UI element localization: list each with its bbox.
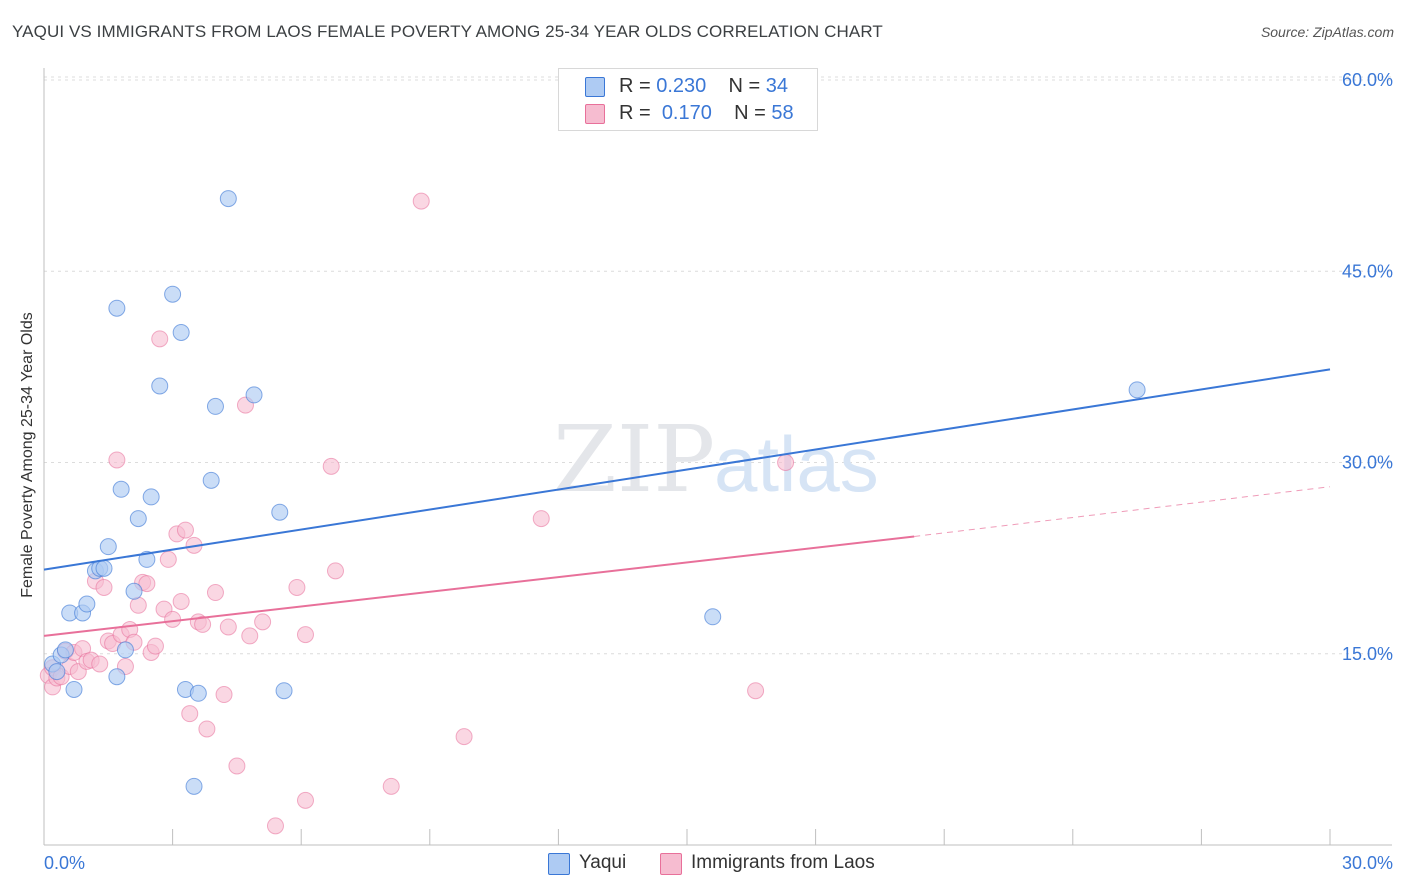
y-axis-label: Female Poverty Among 25-34 Year Olds: [19, 312, 36, 598]
legend-label-laos: Immigrants from Laos: [691, 852, 875, 873]
point-laos: [455, 728, 473, 746]
point-yaqui: [95, 559, 113, 577]
point-laos: [254, 613, 272, 631]
trendline-yaqui: [43, 368, 1331, 571]
point-yaqui: [125, 582, 143, 600]
legend-n-value: 34: [765, 75, 789, 97]
point-yaqui: [1128, 381, 1146, 399]
point-yaqui: [172, 323, 190, 341]
point-yaqui: [164, 285, 182, 303]
point-laos: [296, 626, 314, 644]
point-yaqui: [129, 510, 147, 528]
point-laos: [146, 637, 164, 655]
point-laos: [532, 510, 550, 528]
trendline-laos-projection: [914, 486, 1331, 537]
point-laos: [159, 550, 177, 568]
point-laos: [382, 777, 400, 795]
point-laos: [151, 330, 169, 348]
watermark: ZIP atlas: [553, 406, 879, 513]
y-tick-label: 30.0%: [1342, 453, 1393, 473]
point-yaqui: [142, 488, 160, 506]
point-yaqui: [48, 663, 66, 681]
point-laos: [219, 618, 237, 636]
point-yaqui: [219, 190, 237, 208]
point-yaqui: [78, 595, 96, 613]
legend-r-value: 0.170: [661, 102, 712, 124]
point-laos: [241, 627, 259, 645]
y-tick-label: 45.0%: [1342, 261, 1393, 281]
legend-swatch-yaqui: [585, 77, 605, 97]
legend-swatch-yaqui: [548, 853, 570, 875]
point-laos: [176, 521, 194, 539]
gridlines: [44, 76, 1392, 655]
point-laos: [228, 757, 246, 775]
point-yaqui: [245, 386, 263, 404]
point-laos: [206, 584, 224, 602]
legend-r-value: 0.230: [656, 75, 707, 97]
y-tick-labels: 15.0% 30.0% 45.0% 60.0%: [1342, 70, 1393, 664]
x-tick-labels: 0.0% 30.0%: [44, 853, 1393, 873]
point-laos: [266, 817, 284, 835]
point-yaqui: [704, 608, 722, 626]
point-yaqui: [116, 641, 134, 659]
point-laos: [777, 454, 795, 471]
y-tick-label: 15.0%: [1342, 644, 1393, 664]
x-ticks: [172, 829, 1331, 845]
point-laos: [129, 596, 147, 614]
point-yaqui: [138, 550, 156, 568]
y-tick-label: 60.0%: [1342, 70, 1393, 90]
point-laos: [412, 192, 430, 210]
points-yaqui: [44, 190, 1146, 795]
point-laos: [326, 562, 344, 580]
point-laos: [215, 686, 233, 704]
point-yaqui: [185, 777, 203, 795]
point-laos: [91, 655, 109, 673]
point-yaqui: [275, 682, 293, 700]
point-laos: [198, 720, 216, 738]
point-laos: [138, 575, 156, 593]
legend-n-value: 58: [771, 102, 794, 124]
point-laos: [288, 578, 306, 596]
point-laos: [172, 592, 190, 610]
watermark-atlas: atlas: [714, 420, 879, 508]
point-yaqui: [108, 299, 126, 317]
point-yaqui: [65, 680, 83, 698]
point-laos: [747, 682, 765, 700]
point-laos: [95, 578, 113, 596]
trendline-laos: [43, 535, 915, 637]
point-laos: [164, 610, 182, 628]
point-yaqui: [99, 538, 117, 556]
legend-r-label: R =: [619, 102, 651, 124]
stats-legend: R = 0.230 N = 34 R = 0.170 N = 58: [558, 68, 818, 131]
x-tick-label: 0.0%: [44, 853, 85, 873]
point-laos: [181, 705, 199, 723]
legend-label-yaqui: Yaqui: [579, 852, 627, 873]
point-yaqui: [108, 668, 126, 686]
point-laos: [194, 615, 212, 633]
source-label: Source: ZipAtlas.com: [1260, 24, 1394, 40]
point-yaqui: [151, 377, 169, 395]
legend-n-label: N =: [734, 102, 766, 124]
point-yaqui: [189, 684, 207, 702]
point-laos: [322, 457, 340, 475]
x-tick-label: 30.0%: [1342, 853, 1393, 873]
trendlines: [43, 368, 1331, 637]
point-laos: [296, 791, 314, 809]
point-yaqui: [206, 397, 224, 415]
legend-swatch-laos: [585, 104, 605, 124]
legend-swatch-laos: [660, 853, 682, 875]
legend-n-label: N =: [728, 75, 761, 97]
point-yaqui: [271, 503, 289, 521]
watermark-zip: ZIP: [553, 406, 715, 513]
points-laos: [39, 192, 795, 835]
point-yaqui: [112, 480, 130, 498]
point-yaqui: [56, 641, 74, 659]
chart-title: YAQUI VS IMMIGRANTS FROM LAOS FEMALE POV…: [12, 22, 883, 41]
point-laos: [108, 451, 126, 469]
point-yaqui: [202, 471, 220, 489]
legend-r-label: R =: [619, 75, 651, 97]
